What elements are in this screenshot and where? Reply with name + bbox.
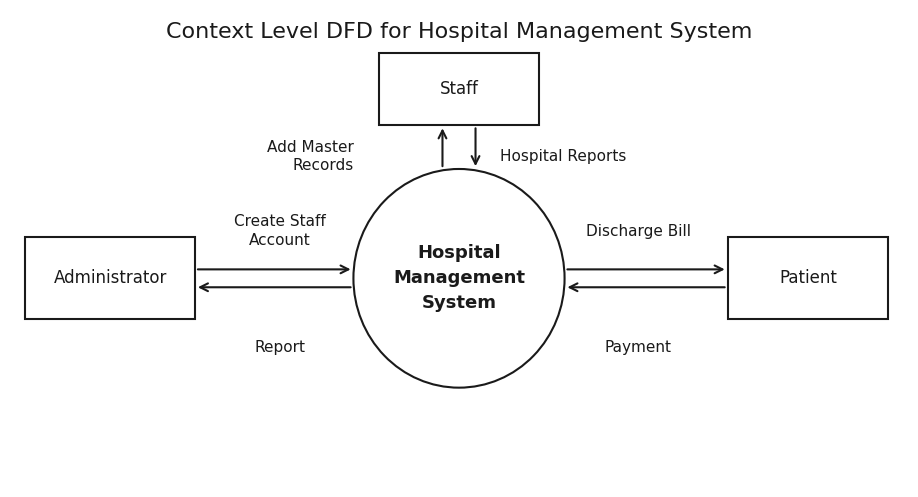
Text: Report: Report (254, 340, 306, 355)
Text: Staff: Staff (440, 81, 478, 98)
Text: Context Level DFD for Hospital Management System: Context Level DFD for Hospital Managemen… (166, 22, 752, 42)
Text: Patient: Patient (778, 269, 837, 287)
Text: Hospital
Management
System: Hospital Management System (393, 245, 525, 312)
Bar (728, 237, 889, 320)
Ellipse shape (353, 169, 565, 388)
Text: Discharge Bill: Discharge Bill (586, 224, 690, 239)
Text: Administrator: Administrator (53, 269, 167, 287)
Text: Create Staff
Account: Create Staff Account (234, 214, 326, 248)
Text: Payment: Payment (605, 340, 671, 355)
Bar (378, 53, 540, 125)
Text: Add Master
Records: Add Master Records (266, 140, 353, 173)
Text: Hospital Reports: Hospital Reports (500, 149, 627, 164)
Bar (26, 237, 195, 320)
